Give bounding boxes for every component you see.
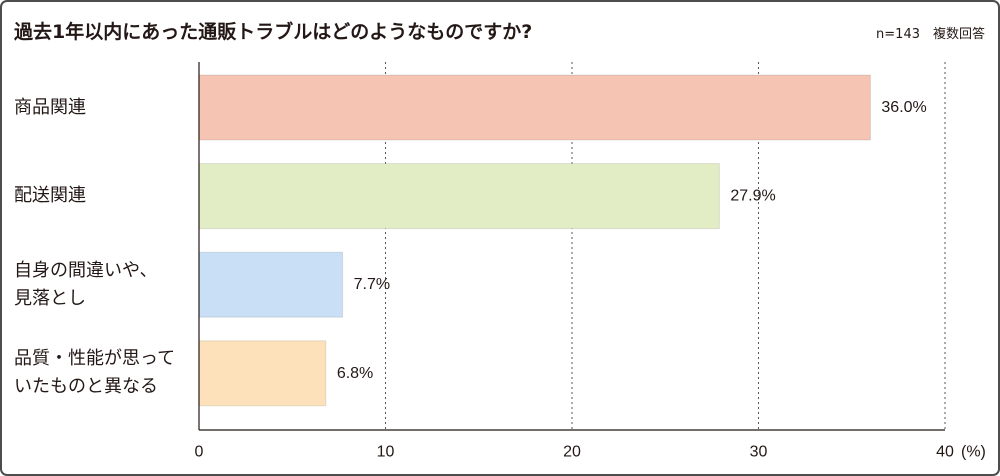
x-tick-label: 30 <box>750 444 768 461</box>
bar-value-label: 7.7% <box>354 276 390 293</box>
bar <box>198 340 327 407</box>
category-label: 品質・性能が思って いたものと異なる <box>14 341 194 406</box>
category-label: 自身の間違いや、 見落とし <box>14 252 194 317</box>
category-label-text: 商品関連 <box>14 96 86 118</box>
x-axis-unit-label: (%) <box>961 444 986 461</box>
x-tick-label: 10 <box>377 444 395 461</box>
bar <box>198 251 344 318</box>
category-label: 商品関連 <box>14 75 194 140</box>
chart-title: 過去1年以内にあった通販トラブルはどのようなものですか? <box>14 21 533 43</box>
category-label-text: 品質・性能が思って いたものと異なる <box>14 348 176 398</box>
sample-size-note: n=143 複数回答 <box>876 27 985 42</box>
x-tick-label: 0 <box>195 444 204 461</box>
x-tick-label: 40 <box>936 444 954 461</box>
x-tick-label: 20 <box>563 444 581 461</box>
category-label-text: 自身の間違いや、 見落とし <box>14 259 158 309</box>
bar-value-label: 36.0% <box>881 99 926 116</box>
bar-value-label: 27.9% <box>730 188 775 205</box>
bar-value-label: 6.8% <box>337 365 373 382</box>
category-label-text: 配送関連 <box>14 185 86 207</box>
category-label: 配送関連 <box>14 164 194 229</box>
bar <box>198 74 871 141</box>
bar <box>198 163 720 230</box>
